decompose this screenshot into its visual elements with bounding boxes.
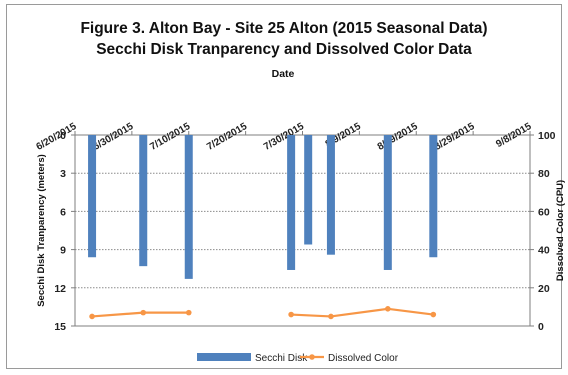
dissolved-color-point <box>328 313 334 320</box>
x-axis-tick-label: 8/29/2015 <box>433 121 477 153</box>
chart-title-line2: Secchi Disk Tranparency and Dissolved Co… <box>96 41 472 58</box>
x-axis-tick-label: 7/30/2015 <box>262 121 306 153</box>
x-axis-tick-label: 6/20/2015 <box>34 121 78 153</box>
right-axis-tick-label: 20 <box>538 283 550 295</box>
right-axis-tick-label: 100 <box>538 130 556 142</box>
left-axis-title: Secchi Disk Tranparency (meters) <box>36 154 47 307</box>
right-axis-title: Dissolved Color (CPU) <box>555 180 566 281</box>
x-axis-title: Date <box>272 68 295 80</box>
left-axis-tick-label: 6 <box>60 206 66 218</box>
left-axis-tick-label: 0 <box>60 130 66 142</box>
secchi-disk-bar <box>88 135 97 258</box>
dissolved-color-line <box>291 307 434 318</box>
secchi-disk-bar <box>184 135 193 279</box>
legend-swatch-secchi <box>197 353 251 361</box>
secchi-disk-bar <box>429 135 438 258</box>
dissolved-color-point <box>140 309 147 316</box>
left-axis-tick-label: 12 <box>54 283 66 295</box>
left-axis-tick-label: 9 <box>60 245 66 257</box>
x-axis-tick-label: 6/30/2015 <box>91 121 135 153</box>
secchi-disk-bar <box>326 135 335 255</box>
dissolved-color-point <box>185 309 192 316</box>
dissolved-color-point <box>385 306 391 312</box>
chart-frame <box>6 4 562 369</box>
dissolved-color-point <box>430 311 437 318</box>
left-axis-tick-label: 3 <box>60 168 66 180</box>
dissolved-color-point <box>288 311 294 318</box>
legend-label-dissolved: Dissolved Color <box>328 353 399 364</box>
right-axis-tick-label: 60 <box>538 206 550 218</box>
dissolved-color-line <box>91 311 189 318</box>
dissolved-color-point <box>89 313 95 320</box>
x-axis-tick-label: 8/19/2015 <box>376 121 420 153</box>
secchi-disk-bar <box>139 135 148 267</box>
chart-title-line1: Figure 3. Alton Bay - Site 25 Alton (201… <box>80 20 488 37</box>
x-axis-tick-label: 7/20/2015 <box>205 121 249 153</box>
right-axis-tick-label: 0 <box>538 321 544 333</box>
secchi-disk-bar <box>287 135 296 270</box>
legend-label-secchi: Secchi Disk <box>255 353 308 364</box>
right-axis-tick-label: 40 <box>538 245 550 257</box>
secchi-disk-bar <box>304 135 313 245</box>
legend-swatch-dissolved-marker <box>309 354 315 360</box>
right-axis-tick-label: 80 <box>538 168 550 180</box>
left-axis-tick-label: 15 <box>54 321 66 333</box>
secchi-disk-bar <box>383 135 392 270</box>
